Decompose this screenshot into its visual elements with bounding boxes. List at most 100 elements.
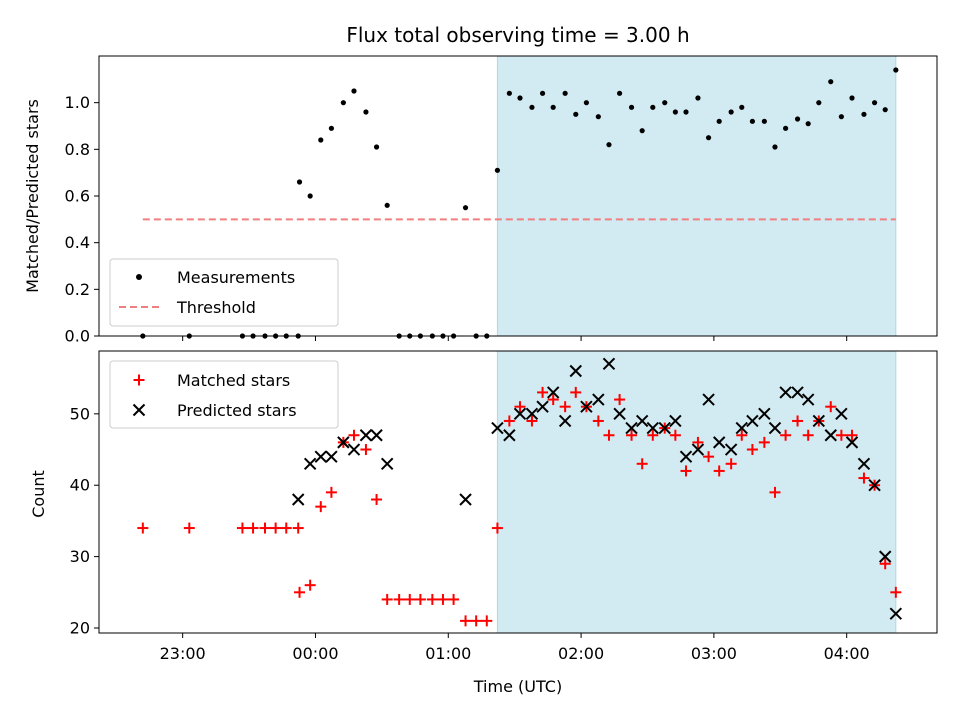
x-tick-label: 00:00 [292, 644, 338, 663]
measurement-point [749, 118, 756, 124]
predicted-star-point [370, 429, 383, 442]
top-panel: 0.0 0.2 0.4 0.6 0.8 1.0 Matched/Predicted sta… [23, 23, 938, 346]
legend-measurements-marker [136, 274, 142, 280]
measurement-point [783, 125, 789, 131]
matched-star-point [393, 593, 405, 605]
x-tick-label: 02:00 [558, 644, 604, 663]
measurement-point [794, 116, 801, 122]
measurement-point [340, 100, 346, 106]
legend-predicted-label: Predicted stars [177, 401, 297, 420]
matched-star-point [270, 522, 282, 534]
predicted-star-point [292, 493, 305, 506]
legend-matched-label: Matched stars [177, 371, 290, 390]
predicted-star-point [459, 493, 472, 506]
top-y-tick-label: 0.0 [65, 327, 90, 346]
matched-star-point [247, 522, 259, 534]
matched-star-point [348, 429, 360, 441]
measurement-point [351, 88, 357, 94]
predicted-star-point [602, 357, 616, 371]
measurement-point [805, 121, 811, 127]
measurement-point [716, 118, 722, 124]
bottom-y-tick-label: 30 [70, 547, 90, 566]
matched-star-point [404, 593, 416, 605]
predicted-star-point [724, 443, 738, 456]
legend-x-glyph [132, 403, 146, 417]
matched-star-point [758, 436, 770, 448]
predicted-star-point [779, 386, 792, 399]
matched-star-point [426, 593, 438, 605]
predicted-star-point [801, 393, 815, 406]
bottom-y-axis-label: Count [29, 470, 48, 518]
matched-star-point [360, 444, 372, 456]
top-axes-frame [98, 55, 938, 337]
matched-star-point [460, 615, 472, 627]
measurement-point [639, 128, 645, 134]
matched-star-point [537, 386, 549, 398]
bottom-y-tick-label: 20 [70, 619, 90, 638]
matched-star-point [746, 444, 758, 456]
matched-star-point [835, 429, 847, 441]
measurement-point [529, 104, 535, 110]
matched-star-point [437, 593, 449, 605]
measurement-point [462, 205, 469, 211]
x-axis-label: Time (UTC) [473, 677, 562, 696]
predicted-star-point [658, 421, 671, 435]
matched-star-point [570, 386, 582, 398]
predicted-star-point [558, 414, 572, 428]
predicted-star-point [314, 450, 327, 463]
matched-star-point [547, 394, 559, 406]
measurement-point [728, 109, 734, 115]
matched-star-point [703, 451, 715, 463]
predicted-star-point [625, 421, 638, 435]
predicted-star-point [503, 429, 516, 442]
predicted-star-point [758, 407, 771, 421]
measurement-point [318, 137, 324, 143]
matched-star-point [514, 401, 526, 413]
bottom-observing-window [496, 350, 897, 634]
matched-star-point [259, 522, 271, 534]
predicted-star-point [712, 436, 726, 449]
predicted-star-point [746, 414, 759, 428]
top-y-axis: 0.0 0.2 0.4 0.6 0.8 1.0 [65, 93, 99, 346]
predicted-star-point [303, 457, 317, 471]
measurement-point [328, 125, 335, 131]
predicted-star-point [569, 364, 582, 378]
matched-star-point [626, 429, 638, 441]
measurement-point [628, 104, 635, 110]
top-y-tick-label: 0.2 [65, 280, 90, 299]
measurement-point [739, 104, 745, 110]
matched-star-point [736, 429, 748, 441]
measurement-point [838, 114, 844, 120]
matched-star-point [825, 401, 837, 413]
measurement-point [683, 109, 689, 115]
measurement-point [296, 179, 303, 185]
predicted-star-point [347, 443, 361, 456]
top-x-ticks [182, 336, 848, 341]
legend-predicted-marker [132, 403, 146, 417]
predicted-star-point [613, 407, 626, 421]
matched-star-point [846, 429, 858, 441]
matched-star-point [769, 486, 781, 498]
matched-star-point [481, 615, 493, 627]
measurement-point [695, 95, 701, 101]
matched-star-point [448, 593, 460, 605]
measurement-point [384, 202, 390, 208]
measurement-point [373, 144, 380, 150]
measurement-point [662, 100, 668, 106]
matched-star-point [559, 401, 571, 413]
predicted-star-point [791, 386, 804, 399]
measurement-point [828, 79, 834, 85]
measurement-point [705, 135, 712, 141]
predicted-star-point [845, 436, 859, 449]
predicted-star-point [768, 421, 782, 435]
matched-star-point [890, 586, 902, 598]
predicted-star-point [812, 414, 826, 428]
legend-plus-glyph [133, 374, 145, 386]
top-y-tick-label: 0.6 [65, 187, 90, 206]
measurement-point [573, 111, 579, 117]
measurement-point [583, 100, 589, 106]
matched-star-point [183, 522, 195, 534]
predicted-star-point [857, 457, 871, 471]
matched-star-point [292, 522, 304, 534]
